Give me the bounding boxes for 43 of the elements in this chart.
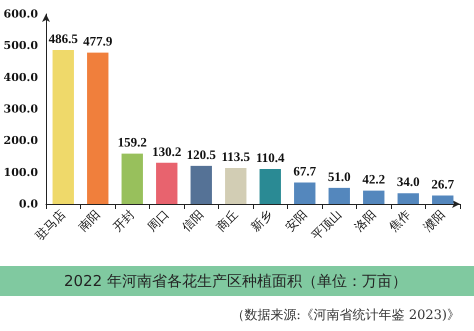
bar (398, 193, 419, 204)
data-label: 486.5 (48, 30, 78, 46)
x-tick-label: 信阳 (179, 207, 206, 234)
data-label: 159.2 (118, 134, 147, 150)
data-label: 110.4 (256, 150, 286, 166)
data-label: 120.5 (186, 146, 216, 162)
bar (363, 190, 384, 204)
x-tick-label: 新乡 (248, 207, 276, 234)
data-label: 113.5 (221, 149, 251, 164)
data-label: 477.9 (83, 34, 113, 49)
x-tick-label: 开封 (110, 207, 138, 234)
bar (122, 154, 143, 204)
bar (87, 52, 108, 204)
bar (156, 162, 178, 204)
x-tick-label: 洛阳 (352, 207, 379, 234)
bar (225, 168, 246, 204)
y-tick-label: 200.0 (4, 134, 38, 148)
x-tick-label: 周口 (144, 207, 172, 234)
data-label: 42.2 (362, 172, 386, 187)
bar (294, 182, 316, 204)
bar (190, 166, 212, 204)
y-tick-label: 500.0 (4, 39, 38, 52)
data-label: 51.0 (328, 168, 351, 184)
x-tick-label: 南阳 (76, 207, 103, 234)
bar (260, 169, 281, 204)
x-tick-label: 濮阳 (420, 207, 448, 234)
data-label: 130.2 (152, 144, 182, 159)
data-label: 34.0 (396, 174, 420, 190)
y-tick-label: 400.0 (4, 70, 38, 84)
data-label: 26.7 (431, 176, 455, 192)
x-tick-label: 平顶山 (308, 207, 344, 242)
bar (328, 188, 350, 204)
bar (52, 50, 74, 204)
y-tick-label: 100.0 (4, 166, 38, 179)
x-tick-label: 商丘 (214, 207, 241, 234)
x-tick-label: 安阳 (282, 207, 310, 234)
x-tick-label: 焦作 (386, 207, 414, 234)
data-label: 67.7 (293, 164, 317, 179)
y-tick-label: 300.0 (4, 102, 38, 116)
text: （数据来源:《河南省统计年鉴 2023)》 (230, 307, 461, 324)
text: 2022 年河南省各花生产区种植面积（单位：万亩） (0, 266, 474, 296)
bar (432, 196, 454, 204)
y-tick-label: 600.0 (4, 8, 38, 20)
